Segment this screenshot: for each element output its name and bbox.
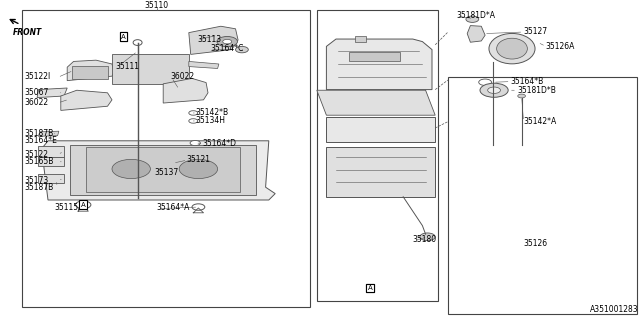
Ellipse shape bbox=[497, 38, 527, 59]
Text: 35165B: 35165B bbox=[24, 157, 54, 166]
Text: 35137: 35137 bbox=[154, 168, 179, 177]
Text: 35164*B: 35164*B bbox=[511, 77, 544, 86]
Text: 35134H: 35134H bbox=[196, 116, 226, 125]
Circle shape bbox=[236, 46, 248, 53]
Text: 35126: 35126 bbox=[524, 239, 548, 248]
Text: 35181D*A: 35181D*A bbox=[456, 12, 495, 20]
Text: A351001283: A351001283 bbox=[590, 305, 639, 314]
Polygon shape bbox=[326, 39, 432, 90]
Bar bbox=[22, 10, 310, 307]
Polygon shape bbox=[163, 78, 208, 103]
Text: A: A bbox=[121, 34, 126, 40]
Text: 35127: 35127 bbox=[524, 28, 548, 36]
Ellipse shape bbox=[133, 40, 142, 45]
Polygon shape bbox=[189, 26, 238, 54]
Text: 36022: 36022 bbox=[24, 98, 49, 107]
Text: 35113: 35113 bbox=[197, 36, 221, 44]
Text: A: A bbox=[367, 285, 372, 291]
Circle shape bbox=[480, 83, 508, 97]
Text: 35187B: 35187B bbox=[24, 129, 54, 138]
Circle shape bbox=[479, 79, 492, 85]
Text: 35142*A: 35142*A bbox=[524, 117, 557, 126]
Text: 35164*D: 35164*D bbox=[202, 139, 236, 148]
Text: 35181D*B: 35181D*B bbox=[517, 86, 556, 95]
Polygon shape bbox=[317, 90, 435, 115]
Polygon shape bbox=[326, 147, 435, 197]
Bar bbox=[317, 10, 438, 301]
Text: 35115A: 35115A bbox=[54, 204, 84, 212]
Text: 35187B: 35187B bbox=[24, 183, 54, 192]
Polygon shape bbox=[189, 61, 219, 68]
Text: 35173: 35173 bbox=[24, 176, 49, 185]
Polygon shape bbox=[72, 66, 108, 79]
Circle shape bbox=[192, 204, 205, 210]
Text: 35180: 35180 bbox=[413, 236, 437, 244]
Polygon shape bbox=[349, 52, 400, 61]
Text: 35122: 35122 bbox=[24, 150, 49, 159]
Text: 36022: 36022 bbox=[170, 72, 195, 81]
Text: A: A bbox=[367, 285, 372, 291]
Ellipse shape bbox=[489, 33, 535, 64]
Polygon shape bbox=[38, 174, 64, 183]
Circle shape bbox=[466, 16, 479, 22]
Polygon shape bbox=[112, 54, 189, 84]
Text: A: A bbox=[121, 34, 126, 40]
Text: FRONT: FRONT bbox=[13, 28, 42, 37]
Polygon shape bbox=[326, 117, 435, 142]
Polygon shape bbox=[67, 60, 114, 81]
Text: 35067: 35067 bbox=[24, 88, 49, 97]
Text: 35122I: 35122I bbox=[24, 72, 51, 81]
Circle shape bbox=[217, 36, 237, 47]
Text: 35164*A: 35164*A bbox=[156, 204, 189, 212]
Polygon shape bbox=[38, 131, 59, 136]
Text: 35126A: 35126A bbox=[545, 42, 575, 51]
Circle shape bbox=[112, 159, 150, 179]
Text: 35164*E: 35164*E bbox=[24, 136, 57, 145]
Text: 35121: 35121 bbox=[187, 156, 211, 164]
Polygon shape bbox=[70, 145, 256, 195]
Text: 35142*B: 35142*B bbox=[196, 108, 229, 117]
Polygon shape bbox=[467, 26, 485, 42]
Text: 35110: 35110 bbox=[145, 1, 169, 10]
Circle shape bbox=[488, 87, 500, 93]
Polygon shape bbox=[86, 147, 240, 192]
Polygon shape bbox=[37, 88, 67, 98]
Polygon shape bbox=[355, 36, 366, 42]
Polygon shape bbox=[42, 141, 275, 200]
Polygon shape bbox=[38, 146, 64, 157]
Circle shape bbox=[223, 39, 232, 44]
Circle shape bbox=[76, 201, 91, 209]
Circle shape bbox=[420, 233, 435, 241]
Text: A: A bbox=[81, 202, 86, 208]
Bar bbox=[448, 77, 637, 314]
Circle shape bbox=[179, 159, 218, 179]
Polygon shape bbox=[61, 90, 112, 110]
Polygon shape bbox=[38, 157, 64, 166]
Circle shape bbox=[189, 111, 198, 115]
Circle shape bbox=[190, 140, 200, 146]
Circle shape bbox=[189, 119, 198, 123]
Text: 35164*C: 35164*C bbox=[210, 44, 243, 53]
Circle shape bbox=[518, 94, 525, 98]
Text: 35111: 35111 bbox=[115, 62, 140, 71]
